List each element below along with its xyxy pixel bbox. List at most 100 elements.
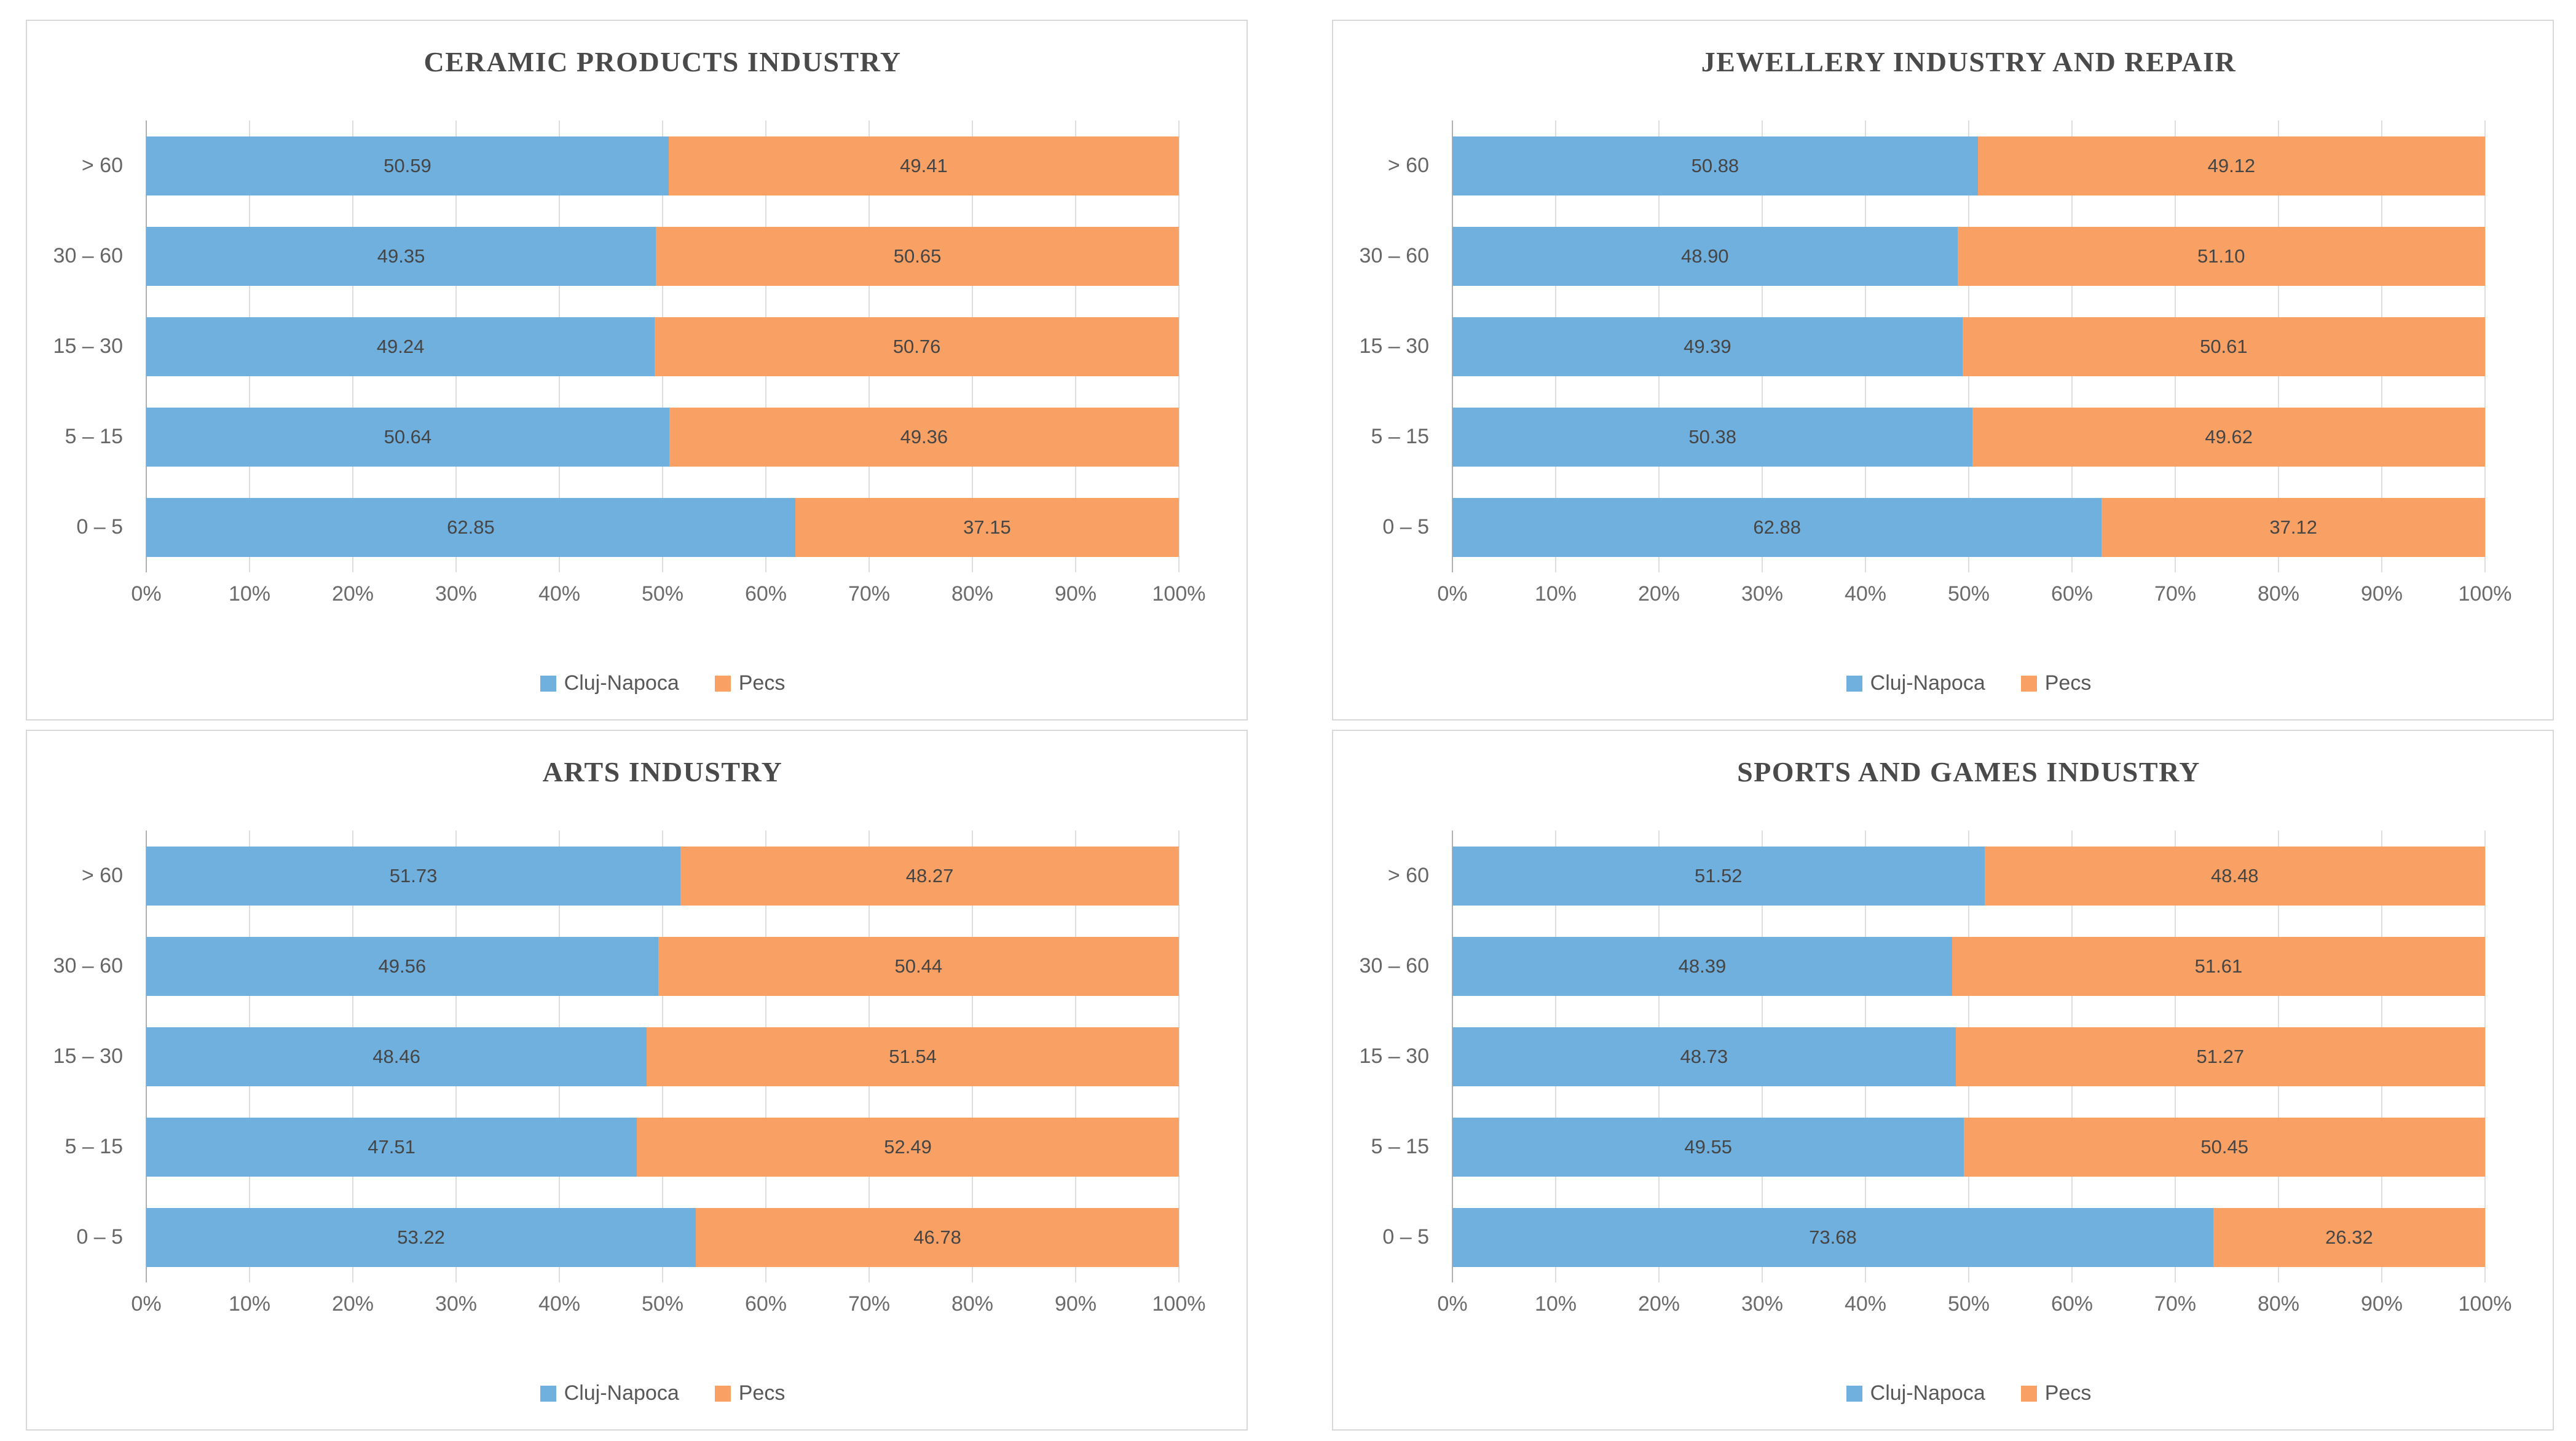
stacked-bar: 48.73 51.27 bbox=[1452, 1027, 2485, 1086]
x-tick-label: 10% bbox=[228, 1292, 271, 1316]
category-label: 5 – 15 bbox=[1371, 425, 1429, 448]
stacked-bar: 50.59 49.41 bbox=[146, 136, 1179, 195]
x-tick-label: 60% bbox=[2050, 1292, 2093, 1316]
bar-value-label: 50.64 bbox=[384, 425, 432, 448]
bar-row: 53.22 46.78 bbox=[146, 1192, 1179, 1282]
x-tick-label: 100% bbox=[2458, 582, 2512, 606]
x-axis: 0% 10% 20% 30% 40% 50% 60% 70% 80% 90% 100% bbox=[131, 1290, 1205, 1317]
x-tick-label: 100% bbox=[2458, 1292, 2512, 1316]
bar-value-label: 51.61 bbox=[2194, 955, 2243, 977]
bars-area: 50.59 49.41 49.35 50.65 49.24 50.76 50.64 49.36… bbox=[146, 120, 1180, 572]
charts-grid: CERAMIC PRODUCTS INDUSTRY > 60 30 – 60 15 –… bbox=[26, 20, 2554, 1431]
bar-segment-cluj-napoca: 49.35 bbox=[146, 226, 656, 286]
legend-label: Cluj-Napoca bbox=[564, 671, 679, 695]
bar-value-label: 26.32 bbox=[2325, 1226, 2373, 1248]
bar-segment-pecs: 26.32 bbox=[2213, 1207, 2485, 1267]
x-tick-label: 60% bbox=[2050, 582, 2093, 606]
category-axis: > 60 30 – 60 15 – 30 5 – 15 0 – 5 bbox=[27, 831, 146, 1282]
bar-value-label: 49.62 bbox=[2205, 425, 2253, 448]
legend-item-pecs: Pecs bbox=[714, 671, 786, 695]
x-tick-label: 10% bbox=[228, 582, 271, 606]
x-tick-label: 20% bbox=[1637, 1292, 1680, 1316]
legend-item-pecs: Pecs bbox=[2020, 1381, 2091, 1405]
legend-swatch bbox=[540, 1385, 556, 1402]
x-tick-label: 90% bbox=[1054, 1292, 1097, 1316]
bar-value-label: 48.73 bbox=[1680, 1045, 1728, 1067]
bar-segment-pecs: 49.36 bbox=[669, 407, 1179, 467]
bar-value-label: 50.45 bbox=[2200, 1135, 2248, 1158]
stacked-bar: 48.39 51.61 bbox=[1452, 936, 2485, 996]
bar-segment-cluj-napoca: 50.59 bbox=[146, 136, 669, 195]
stacked-bar: 50.88 49.12 bbox=[1452, 136, 2485, 195]
stacked-bar: 49.24 50.76 bbox=[146, 317, 1179, 376]
bar-value-label: 62.85 bbox=[447, 516, 495, 538]
x-axis: 0% 10% 20% 30% 40% 50% 60% 70% 80% 90% 100% bbox=[131, 580, 1205, 607]
category-label: 15 – 30 bbox=[53, 1044, 123, 1068]
x-tick-label: 0% bbox=[1437, 582, 1468, 606]
category-label: > 60 bbox=[81, 154, 123, 177]
chart-title: JEWELLERY INDUSTRY AND REPAIR bbox=[1701, 46, 2237, 77]
gridline bbox=[1178, 120, 1180, 572]
x-tick-label: 100% bbox=[1152, 582, 1206, 606]
bar-value-label: 48.90 bbox=[1680, 245, 1729, 267]
x-tick-label: 80% bbox=[2257, 1292, 2300, 1316]
x-tick-label: 80% bbox=[2257, 582, 2300, 606]
bar-row: 50.38 49.62 bbox=[1452, 392, 2485, 482]
legend-item-pecs: Pecs bbox=[2020, 671, 2092, 695]
bar-value-label: 62.88 bbox=[1753, 516, 1801, 538]
bars-area: 51.52 48.48 48.39 51.61 48.73 51.27 49.55 50.45… bbox=[1452, 831, 2486, 1282]
chart-panel-ceramic-products-industry: CERAMIC PRODUCTS INDUSTRY > 60 30 – 60 15 –… bbox=[26, 20, 1248, 720]
bar-value-label: 51.10 bbox=[2197, 245, 2245, 267]
bar-value-label: 37.12 bbox=[2269, 516, 2317, 538]
legend-swatch bbox=[1846, 675, 1862, 692]
stacked-bar: 73.68 26.32 bbox=[1452, 1207, 2485, 1267]
bar-value-label: 50.88 bbox=[1691, 154, 1739, 176]
bar-value-label: 50.61 bbox=[2200, 335, 2248, 357]
bar-row: 50.88 49.12 bbox=[1452, 120, 2485, 211]
bar-segment-pecs: 51.27 bbox=[1955, 1027, 2485, 1086]
legend: Cluj-Napoca Pecs bbox=[146, 671, 1179, 695]
bar-segment-cluj-napoca: 49.55 bbox=[1452, 1117, 1964, 1177]
legend-item-cluj-napoca: Cluj-Napoca bbox=[540, 671, 679, 695]
bar-value-label: 49.55 bbox=[1684, 1135, 1732, 1158]
category-label: > 60 bbox=[1387, 864, 1429, 887]
legend-swatch bbox=[540, 675, 556, 692]
gridline bbox=[2484, 120, 2486, 572]
bar-row: 51.52 48.48 bbox=[1452, 831, 2485, 921]
x-tick-label: 70% bbox=[848, 582, 891, 606]
bar-value-label: 49.41 bbox=[900, 154, 948, 176]
stacked-bar: 53.22 46.78 bbox=[146, 1207, 1179, 1267]
bar-segment-cluj-napoca: 47.51 bbox=[146, 1117, 637, 1177]
bars-area: 51.73 48.27 49.56 50.44 48.46 51.54 47.51 52.49… bbox=[146, 831, 1180, 1282]
bar-value-label: 48.48 bbox=[2210, 864, 2259, 886]
chart-title: ARTS INDUSTRY bbox=[542, 756, 783, 788]
bar-row: 50.59 49.41 bbox=[146, 120, 1179, 211]
x-tick-label: 50% bbox=[641, 1292, 684, 1316]
stacked-bar: 50.38 49.62 bbox=[1452, 407, 2485, 467]
legend-label: Pecs bbox=[738, 671, 786, 695]
bar-row: 50.64 49.36 bbox=[146, 392, 1179, 482]
legend-label: Pecs bbox=[2044, 671, 2092, 695]
x-tick-label: 40% bbox=[538, 582, 581, 606]
category-label: 15 – 30 bbox=[1359, 334, 1429, 358]
x-tick-label: 40% bbox=[1844, 1292, 1887, 1316]
stacked-bar: 49.55 50.45 bbox=[1452, 1117, 2485, 1177]
x-tick-label: 0% bbox=[131, 1292, 162, 1316]
bar-value-label: 50.76 bbox=[892, 335, 941, 357]
legend-item-pecs: Pecs bbox=[714, 1381, 785, 1405]
x-tick-label: 90% bbox=[2360, 582, 2403, 606]
x-tick-label: 70% bbox=[848, 1292, 891, 1316]
bar-row: 48.90 51.10 bbox=[1452, 211, 2485, 301]
x-tick-label: 90% bbox=[1054, 582, 1097, 606]
bar-segment-pecs: 50.61 bbox=[1962, 317, 2485, 376]
bar-value-label: 51.54 bbox=[889, 1045, 937, 1067]
bar-value-label: 48.27 bbox=[905, 864, 954, 886]
bar-row: 49.56 50.44 bbox=[146, 921, 1179, 1011]
category-label: 30 – 60 bbox=[1359, 954, 1429, 977]
x-tick-label: 70% bbox=[2154, 582, 2197, 606]
x-tick-label: 100% bbox=[1152, 1292, 1206, 1316]
category-label: 5 – 15 bbox=[65, 425, 123, 448]
stacked-bar: 62.85 37.15 bbox=[146, 497, 1179, 557]
bar-value-label: 51.73 bbox=[389, 864, 438, 886]
bar-row: 51.73 48.27 bbox=[146, 831, 1179, 921]
